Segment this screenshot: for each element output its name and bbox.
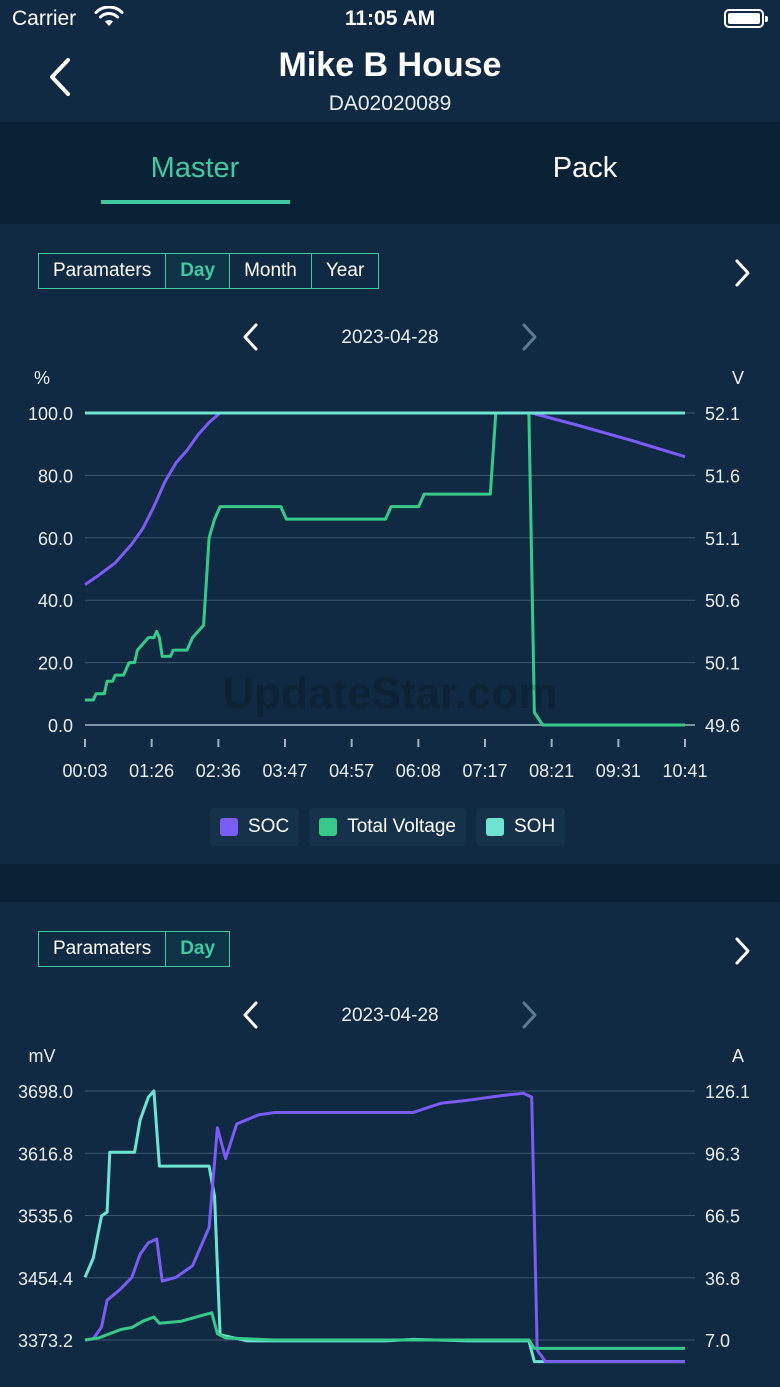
chevron-left-icon	[243, 1001, 258, 1029]
left-tick-label: 60.0	[38, 529, 73, 549]
segment-year[interactable]: Year	[325, 260, 365, 281]
right-tick-label: 49.6	[705, 716, 740, 736]
nav-bar: Mike B House DA02020089	[0, 40, 780, 122]
segment-parameters[interactable]: Paramaters	[39, 932, 167, 966]
date-label: 2023-04-28	[341, 327, 439, 348]
right-tick-label: 66.5	[705, 1207, 740, 1227]
back-button[interactable]	[40, 56, 84, 100]
range-selector-2: Paramaters Day	[38, 931, 231, 967]
chart-panel-1: Paramaters Day Month Year 2023-04-28 % V…	[0, 224, 780, 864]
x-tick-label: 09:31	[596, 761, 641, 781]
tab-pack[interactable]: Pack	[552, 152, 618, 184]
battery-icon	[724, 9, 768, 28]
chevron-left-icon	[243, 323, 258, 351]
device-id: DA02020089	[328, 92, 452, 115]
right-tick-label: 126.1	[705, 1082, 750, 1102]
carrier-label: Carrier	[12, 7, 77, 30]
legend-label-soc: SOC	[248, 816, 290, 837]
wifi-icon	[94, 6, 124, 26]
series-line-soc	[84, 411, 686, 586]
tab-indicator	[101, 200, 290, 204]
legend-swatch-total-voltage	[319, 818, 338, 836]
x-tick-label: 06:08	[396, 761, 441, 781]
x-tick-label: 03:47	[262, 761, 307, 781]
x-tick-label: 01:26	[129, 761, 174, 781]
right-axis-unit: A	[732, 1046, 744, 1066]
legend-label-total-voltage: Total Voltage	[347, 816, 456, 837]
x-tick-label: 04:57	[329, 761, 374, 781]
chevron-right-icon	[735, 937, 750, 965]
left-tick-label: 20.0	[38, 654, 73, 674]
chart-legend: SOC Total Voltage SOH	[210, 808, 566, 846]
legend-swatch-soc	[220, 818, 238, 836]
right-tick-label: 7.0	[705, 1331, 730, 1351]
chevron-right-icon	[522, 1001, 537, 1029]
series-line-series-1	[84, 1091, 685, 1364]
chevron-right-icon	[522, 323, 537, 351]
tab-master[interactable]: Master	[150, 152, 240, 184]
segment-parameters[interactable]: Paramaters	[39, 254, 167, 288]
right-tick-label: 52.1	[705, 404, 740, 424]
right-tick-label: 51.6	[705, 466, 740, 486]
date-label: 2023-04-28	[341, 1005, 439, 1026]
right-tick-label: 36.8	[705, 1269, 740, 1289]
left-tick-label: 3698.0	[18, 1082, 73, 1102]
legend-item-total-voltage[interactable]: Total Voltage	[309, 808, 466, 846]
left-tick-label: 3535.6	[18, 1207, 73, 1227]
right-axis-unit: V	[732, 368, 744, 388]
x-tick-label: 07:17	[462, 761, 507, 781]
chevron-right-icon	[735, 259, 750, 287]
left-axis-unit: mV	[29, 1046, 56, 1066]
left-tick-label: 40.0	[38, 591, 73, 611]
panel-2-more-button[interactable]	[728, 934, 756, 968]
status-bar: Carrier 11:05 AM	[0, 0, 780, 40]
left-tick-label: 3616.8	[18, 1144, 73, 1164]
x-tick-label: 10:41	[662, 761, 707, 781]
legend-item-soh[interactable]: SOH	[476, 808, 566, 846]
chart-cell-voltage-current: mV A 3698.0 3616.8 3535.6 3454.4 3373.2 126.…	[18, 1046, 750, 1364]
left-tick-label: 80.0	[38, 466, 73, 486]
panel-1-more-button[interactable]	[728, 256, 756, 290]
previous-date-button[interactable]	[238, 320, 264, 354]
next-date-button[interactable]	[516, 998, 542, 1032]
right-tick-label: 51.1	[705, 529, 740, 549]
left-tick-label: 3454.4	[18, 1269, 73, 1289]
range-selector-1: Paramaters Day Month Year	[38, 253, 380, 289]
panel-divider	[0, 864, 780, 902]
chevron-left-icon	[50, 58, 70, 96]
series-line-series-2	[84, 1311, 685, 1350]
next-date-button[interactable]	[516, 320, 542, 354]
left-tick-label: 100.0	[28, 404, 73, 424]
left-tick-label: 3373.2	[18, 1331, 73, 1351]
left-tick-label: 0.0	[48, 716, 73, 736]
legend-swatch-soh	[486, 818, 504, 836]
chart-panel-2: Paramaters Day 2023-04-28 mV A 3698.0 361…	[0, 902, 780, 1387]
x-tick-label: 08:21	[529, 761, 574, 781]
legend-label-soh: SOH	[514, 816, 556, 837]
legend-item-soc[interactable]: SOC	[210, 808, 300, 846]
right-tick-label: 96.3	[705, 1144, 740, 1164]
left-axis-unit: %	[34, 368, 50, 388]
x-tick-label: 00:03	[62, 761, 107, 781]
page-title: Mike B House	[278, 46, 502, 84]
tab-bar: Master Pack	[0, 122, 780, 224]
right-tick-label: 50.6	[705, 591, 740, 611]
segment-day[interactable]: Day	[166, 932, 230, 966]
x-tick-label: 02:36	[196, 761, 241, 781]
series-line-total-voltage	[85, 411, 685, 727]
previous-date-button[interactable]	[238, 998, 264, 1032]
segment-day[interactable]: Day	[166, 254, 231, 288]
clock: 11:05 AM	[344, 7, 436, 30]
chart-soc-voltage-soh: % V 100.0 80.0 60.0 40.0 20.0 0.0 52.1 51.6 51.…	[28, 368, 744, 781]
segment-month[interactable]: Month	[230, 254, 312, 288]
right-tick-label: 50.1	[705, 654, 740, 674]
